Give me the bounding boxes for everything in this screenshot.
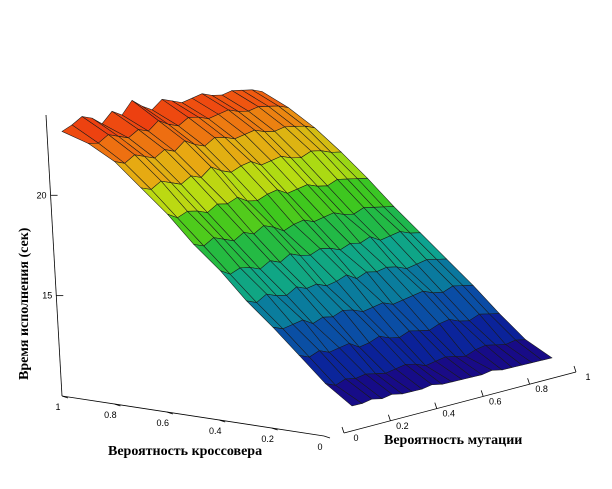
x-tick-mark [166, 411, 173, 415]
z-axis-label: Время исполнения (сек) [17, 227, 32, 380]
tick-labels: 1 0.8 0.6 0.4 0.2 0 0 0.2 0.4 0.6 0.8 1 15 20 [37, 190, 591, 452]
x-tick-mark [323, 435, 331, 439]
y-tick-mark [480, 390, 484, 397]
y-tick-mark [573, 365, 577, 373]
y-axis-label: Вероятность мутации [384, 433, 522, 448]
y-tick-mark [527, 378, 530, 385]
x-tick-label: 0 [317, 442, 322, 452]
x-tick-mark [61, 395, 69, 399]
y-tick-label: 0.4 [443, 409, 456, 419]
surface-mesh [61, 89, 553, 407]
z-axis-line [45, 114, 63, 397]
x-tick-label: 0.4 [209, 426, 222, 436]
y-axis-line [343, 371, 577, 434]
y-tick-mark [434, 402, 438, 409]
x-tick-mark [271, 427, 278, 431]
surface-cell [324, 383, 363, 407]
x-tick-mark [219, 419, 226, 423]
y-tick-label: 0.8 [535, 384, 548, 394]
z-tick-label: 15 [42, 291, 52, 301]
x-tick-label: 0.2 [261, 434, 274, 444]
x-tick-mark [114, 403, 121, 407]
x-tick-label: 0.8 [104, 410, 117, 420]
x-axis-line [61, 395, 325, 437]
y-tick-mark [388, 414, 391, 421]
y-tick-label: 0.2 [396, 421, 409, 431]
y-tick-label: 0.6 [489, 396, 502, 406]
x-tick-label: 0.6 [157, 418, 170, 428]
z-tick-label: 20 [37, 190, 47, 200]
y-tick-mark [341, 426, 345, 434]
x-tick-label: 1 [55, 402, 60, 412]
x-axis-label: Вероятность кроссовера [108, 444, 262, 459]
axes [45, 114, 577, 439]
y-tick-label: 0 [353, 433, 358, 443]
y-tick-label: 1 [585, 372, 590, 382]
